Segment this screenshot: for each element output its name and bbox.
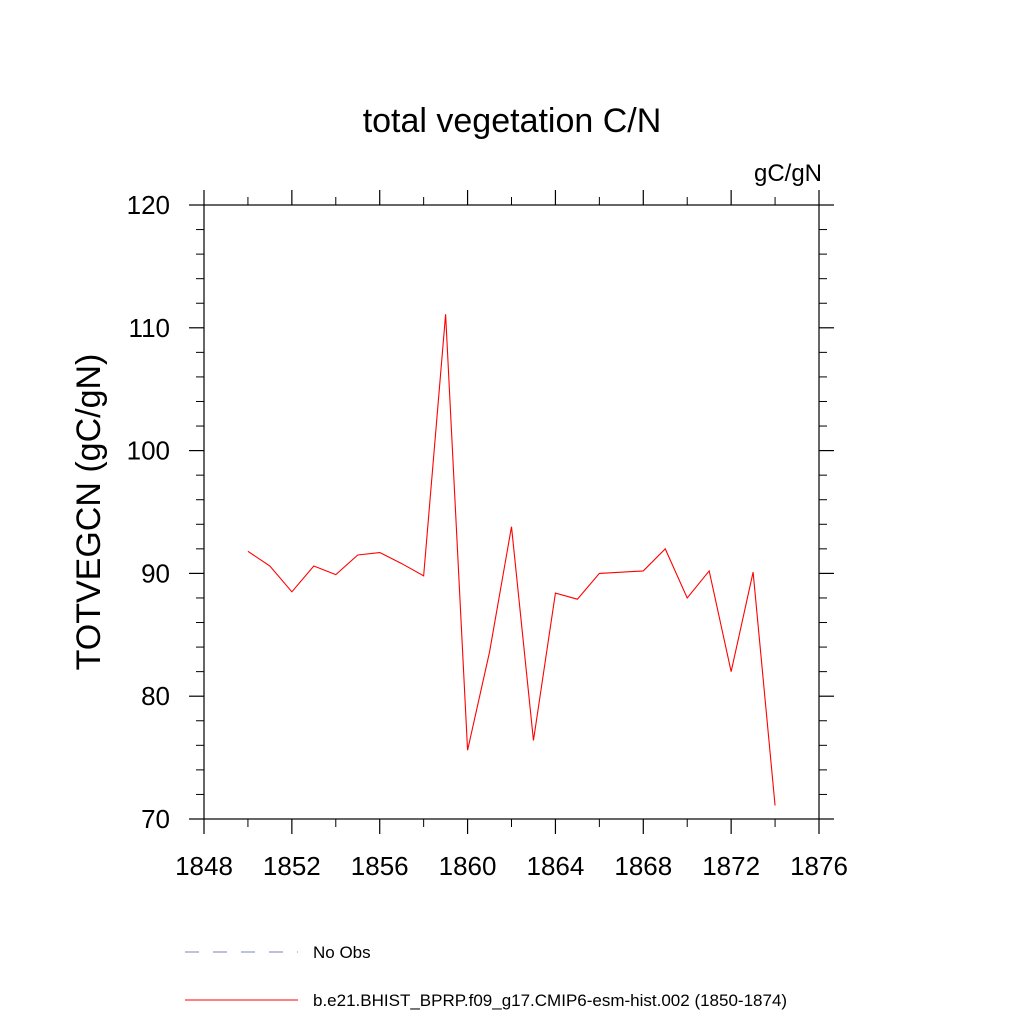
units-label: gC/gN <box>754 160 822 187</box>
y-tick-label: 100 <box>127 436 170 466</box>
legend: No Obs b.e21.BHIST_BPRP.f09_g17.CMIP6-esm… <box>185 943 787 1010</box>
legend-label-0: No Obs <box>313 943 371 962</box>
x-tick-label: 1864 <box>527 851 585 881</box>
y-tick-label: 120 <box>127 190 170 220</box>
y-tick-label: 90 <box>141 558 170 588</box>
plot-frame <box>203 204 820 820</box>
x-tick-label: 1860 <box>439 851 497 881</box>
series-layer <box>247 314 776 806</box>
axis-ticks: 1848 1852 1856 1860 1864 1868 1872 1876 70 80 90 10… <box>127 190 848 881</box>
y-tick-label: 80 <box>141 681 170 711</box>
chart-title: total vegetation C/N <box>363 102 662 140</box>
y-tick-label: 70 <box>141 804 170 834</box>
x-tick-label: 1872 <box>702 851 760 881</box>
x-tick-label: 1852 <box>263 851 321 881</box>
series-line-0 <box>247 314 776 806</box>
legend-label-1: b.e21.BHIST_BPRP.f09_g17.CMIP6-esm-hist.… <box>313 991 787 1010</box>
y-axis-label: TOTVEGCN (gC/gN) <box>70 354 108 671</box>
x-tick-label: 1876 <box>790 851 848 881</box>
x-tick-label: 1848 <box>175 851 233 881</box>
x-tick-label: 1856 <box>351 851 409 881</box>
x-tick-label: 1868 <box>614 851 672 881</box>
y-tick-label: 110 <box>129 313 170 343</box>
